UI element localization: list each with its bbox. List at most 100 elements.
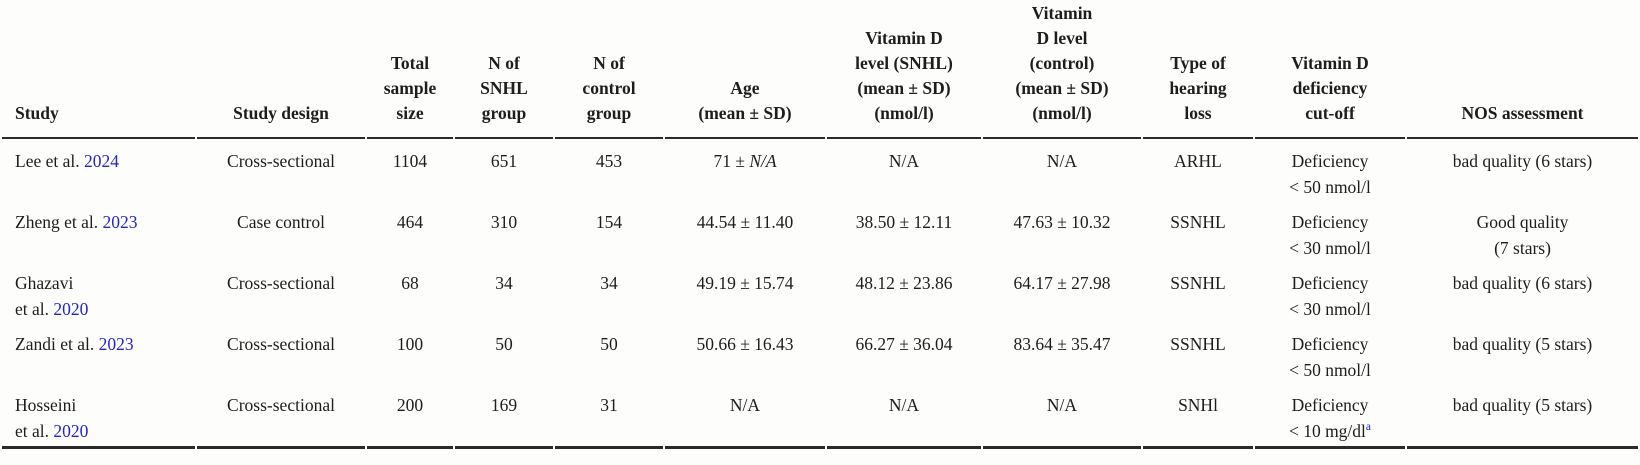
cell-text: Deficiency < 30 nmol/l: [1289, 212, 1371, 258]
col-header-deficiency-cutoff: Vitamin D deficiency cut-off: [1255, 1, 1405, 139]
col-header-nos-assessment: NOS assessment: [1407, 1, 1638, 139]
cell-nos: Good quality (7 stars): [1407, 200, 1638, 261]
cell-text: 64.17 ± 27.98: [1013, 273, 1111, 293]
col-header-vitamin-d-control: Vitamin D level (control) (mean ± SD) (n…: [983, 1, 1141, 139]
cell-text: bad quality (6 stars): [1452, 151, 1593, 171]
cell-age: 71 ± N/A: [665, 139, 825, 200]
cell-text: Case control: [237, 212, 325, 232]
cell-vitd_snhl: 48.12 ± 23.86: [827, 261, 981, 322]
cell-total: 464: [367, 200, 453, 261]
cell-vitd_snhl: N/A: [827, 383, 981, 449]
cell-text: ARHL: [1174, 151, 1222, 171]
cell-text: Ghazavi et al.: [15, 273, 74, 319]
cell-vitd_control: N/A: [983, 383, 1141, 449]
cell-text: Cross-sectional: [227, 151, 335, 171]
cell-text: SSNHL: [1170, 334, 1226, 354]
col-header-type-hearing-loss: Type of hearing loss: [1143, 1, 1253, 139]
cell-text: 34: [495, 273, 513, 293]
cell-text: Deficiency < 50 nmol/l: [1289, 151, 1371, 197]
cell-nos: bad quality (6 stars): [1407, 261, 1638, 322]
cell-n_control: 453: [555, 139, 663, 200]
cell-total: 1104: [367, 139, 453, 200]
cell-text: Deficiency < 50 nmol/l: [1289, 334, 1371, 380]
cell-design: Cross-sectional: [197, 322, 365, 383]
cell-age: 50.66 ± 16.43: [665, 322, 825, 383]
citation-year-link[interactable]: 2024: [83, 151, 119, 171]
cell-study: Zheng et al. 2023: [2, 200, 195, 261]
table-row: Zandi et al. 2023 Cross-sectional 100 50 50 5…: [2, 322, 1638, 383]
studies-characteristics-table: Study Study design Total sample size N o…: [0, 1, 1640, 449]
col-header-total-sample-size: Total sample size: [367, 1, 453, 139]
cell-design: Case control: [197, 200, 365, 261]
cell-vitd_control: 64.17 ± 27.98: [983, 261, 1141, 322]
cell-text: 49.19 ± 15.74: [696, 273, 794, 293]
cell-n_snhl: 50: [455, 322, 553, 383]
cell-text: Deficiency < 10 mg/dl: [1288, 395, 1369, 441]
cell-vitd_control: 47.63 ± 10.32: [983, 200, 1141, 261]
cell-type: SSNHL: [1143, 261, 1253, 322]
cell-text: 34: [600, 273, 618, 293]
cell-type: SNHl: [1143, 383, 1253, 449]
cell-text: 464: [396, 212, 424, 232]
cell-n_snhl: 651: [455, 139, 553, 200]
cell-text: bad quality (6 stars): [1452, 273, 1593, 293]
cell-text: Zheng et al.: [15, 212, 103, 232]
cell-text: 44.54 ± 11.40: [696, 212, 794, 232]
cell-age: 49.19 ± 15.74: [665, 261, 825, 322]
citation-year-link[interactable]: 2023: [98, 334, 134, 354]
citation-year-link[interactable]: 2020: [53, 421, 89, 441]
cell-text: Good quality (7 stars): [1476, 212, 1569, 258]
cell-text: 651: [490, 151, 518, 171]
cell-n_control: 50: [555, 322, 663, 383]
cell-text: Deficiency < 30 nmol/l: [1289, 273, 1371, 319]
cell-vitd_snhl: 66.27 ± 36.04: [827, 322, 981, 383]
cell-cutoff: Deficiency < 50 nmol/l: [1255, 322, 1405, 383]
cell-text: 31: [600, 395, 618, 415]
cell-text: SNHl: [1178, 395, 1218, 415]
cell-n_control: 154: [555, 200, 663, 261]
cell-total: 100: [367, 322, 453, 383]
cell-text: 38.50 ± 12.11: [855, 212, 953, 232]
cell-cutoff: Deficiency < 30 nmol/l: [1255, 261, 1405, 322]
footnote-marker-link[interactable]: a: [1365, 421, 1372, 434]
cell-design: Cross-sectional: [197, 383, 365, 449]
cell-text: Cross-sectional: [227, 395, 335, 415]
cell-study: Hosseini et al. 2020: [2, 383, 195, 449]
cell-text: bad quality (5 stars): [1452, 395, 1593, 415]
cell-text: 100: [396, 334, 424, 354]
cell-text: N/A: [888, 151, 920, 171]
cell-text: 50: [495, 334, 513, 354]
col-header-age: Age (mean ± SD): [665, 1, 825, 139]
cell-cutoff: Deficiency < 50 nmol/l: [1255, 139, 1405, 200]
cell-study: Zandi et al. 2023: [2, 322, 195, 383]
cell-type: ARHL: [1143, 139, 1253, 200]
cell-vitd_control: N/A: [983, 139, 1141, 200]
table-header: Study Study design Total sample size N o…: [2, 1, 1638, 139]
col-header-vitamin-d-snhl: Vitamin D level (SNHL) (mean ± SD) (nmol…: [827, 1, 981, 139]
cell-design: Cross-sectional: [197, 261, 365, 322]
cell-text: Cross-sectional: [227, 273, 335, 293]
cell-text: 47.63 ± 10.32: [1013, 212, 1111, 232]
cell-type: SSNHL: [1143, 200, 1253, 261]
cell-cutoff: Deficiency < 10 mg/dla: [1255, 383, 1405, 449]
citation-year-link[interactable]: 2020: [53, 299, 89, 319]
cell-n_control: 31: [555, 383, 663, 449]
cell-text: N/A: [1046, 151, 1078, 171]
cell-age: 44.54 ± 11.40: [665, 200, 825, 261]
cell-text: Zandi et al.: [15, 334, 99, 354]
cell-text: N/A: [888, 395, 920, 415]
cell-text: N/A: [749, 151, 777, 171]
citation-year-link[interactable]: 2023: [102, 212, 138, 232]
cell-text: 50.66 ± 16.43: [696, 334, 794, 354]
cell-text: SSNHL: [1170, 212, 1226, 232]
cell-text: 1104: [392, 151, 428, 171]
cell-text: Hosseini et al.: [15, 395, 77, 441]
cell-n_snhl: 310: [455, 200, 553, 261]
cell-nos: bad quality (5 stars): [1407, 322, 1638, 383]
cell-n_control: 34: [555, 261, 663, 322]
cell-text: SSNHL: [1170, 273, 1226, 293]
col-header-study-design: Study design: [197, 1, 365, 139]
cell-age: N/A: [665, 383, 825, 449]
cell-total: 68: [367, 261, 453, 322]
